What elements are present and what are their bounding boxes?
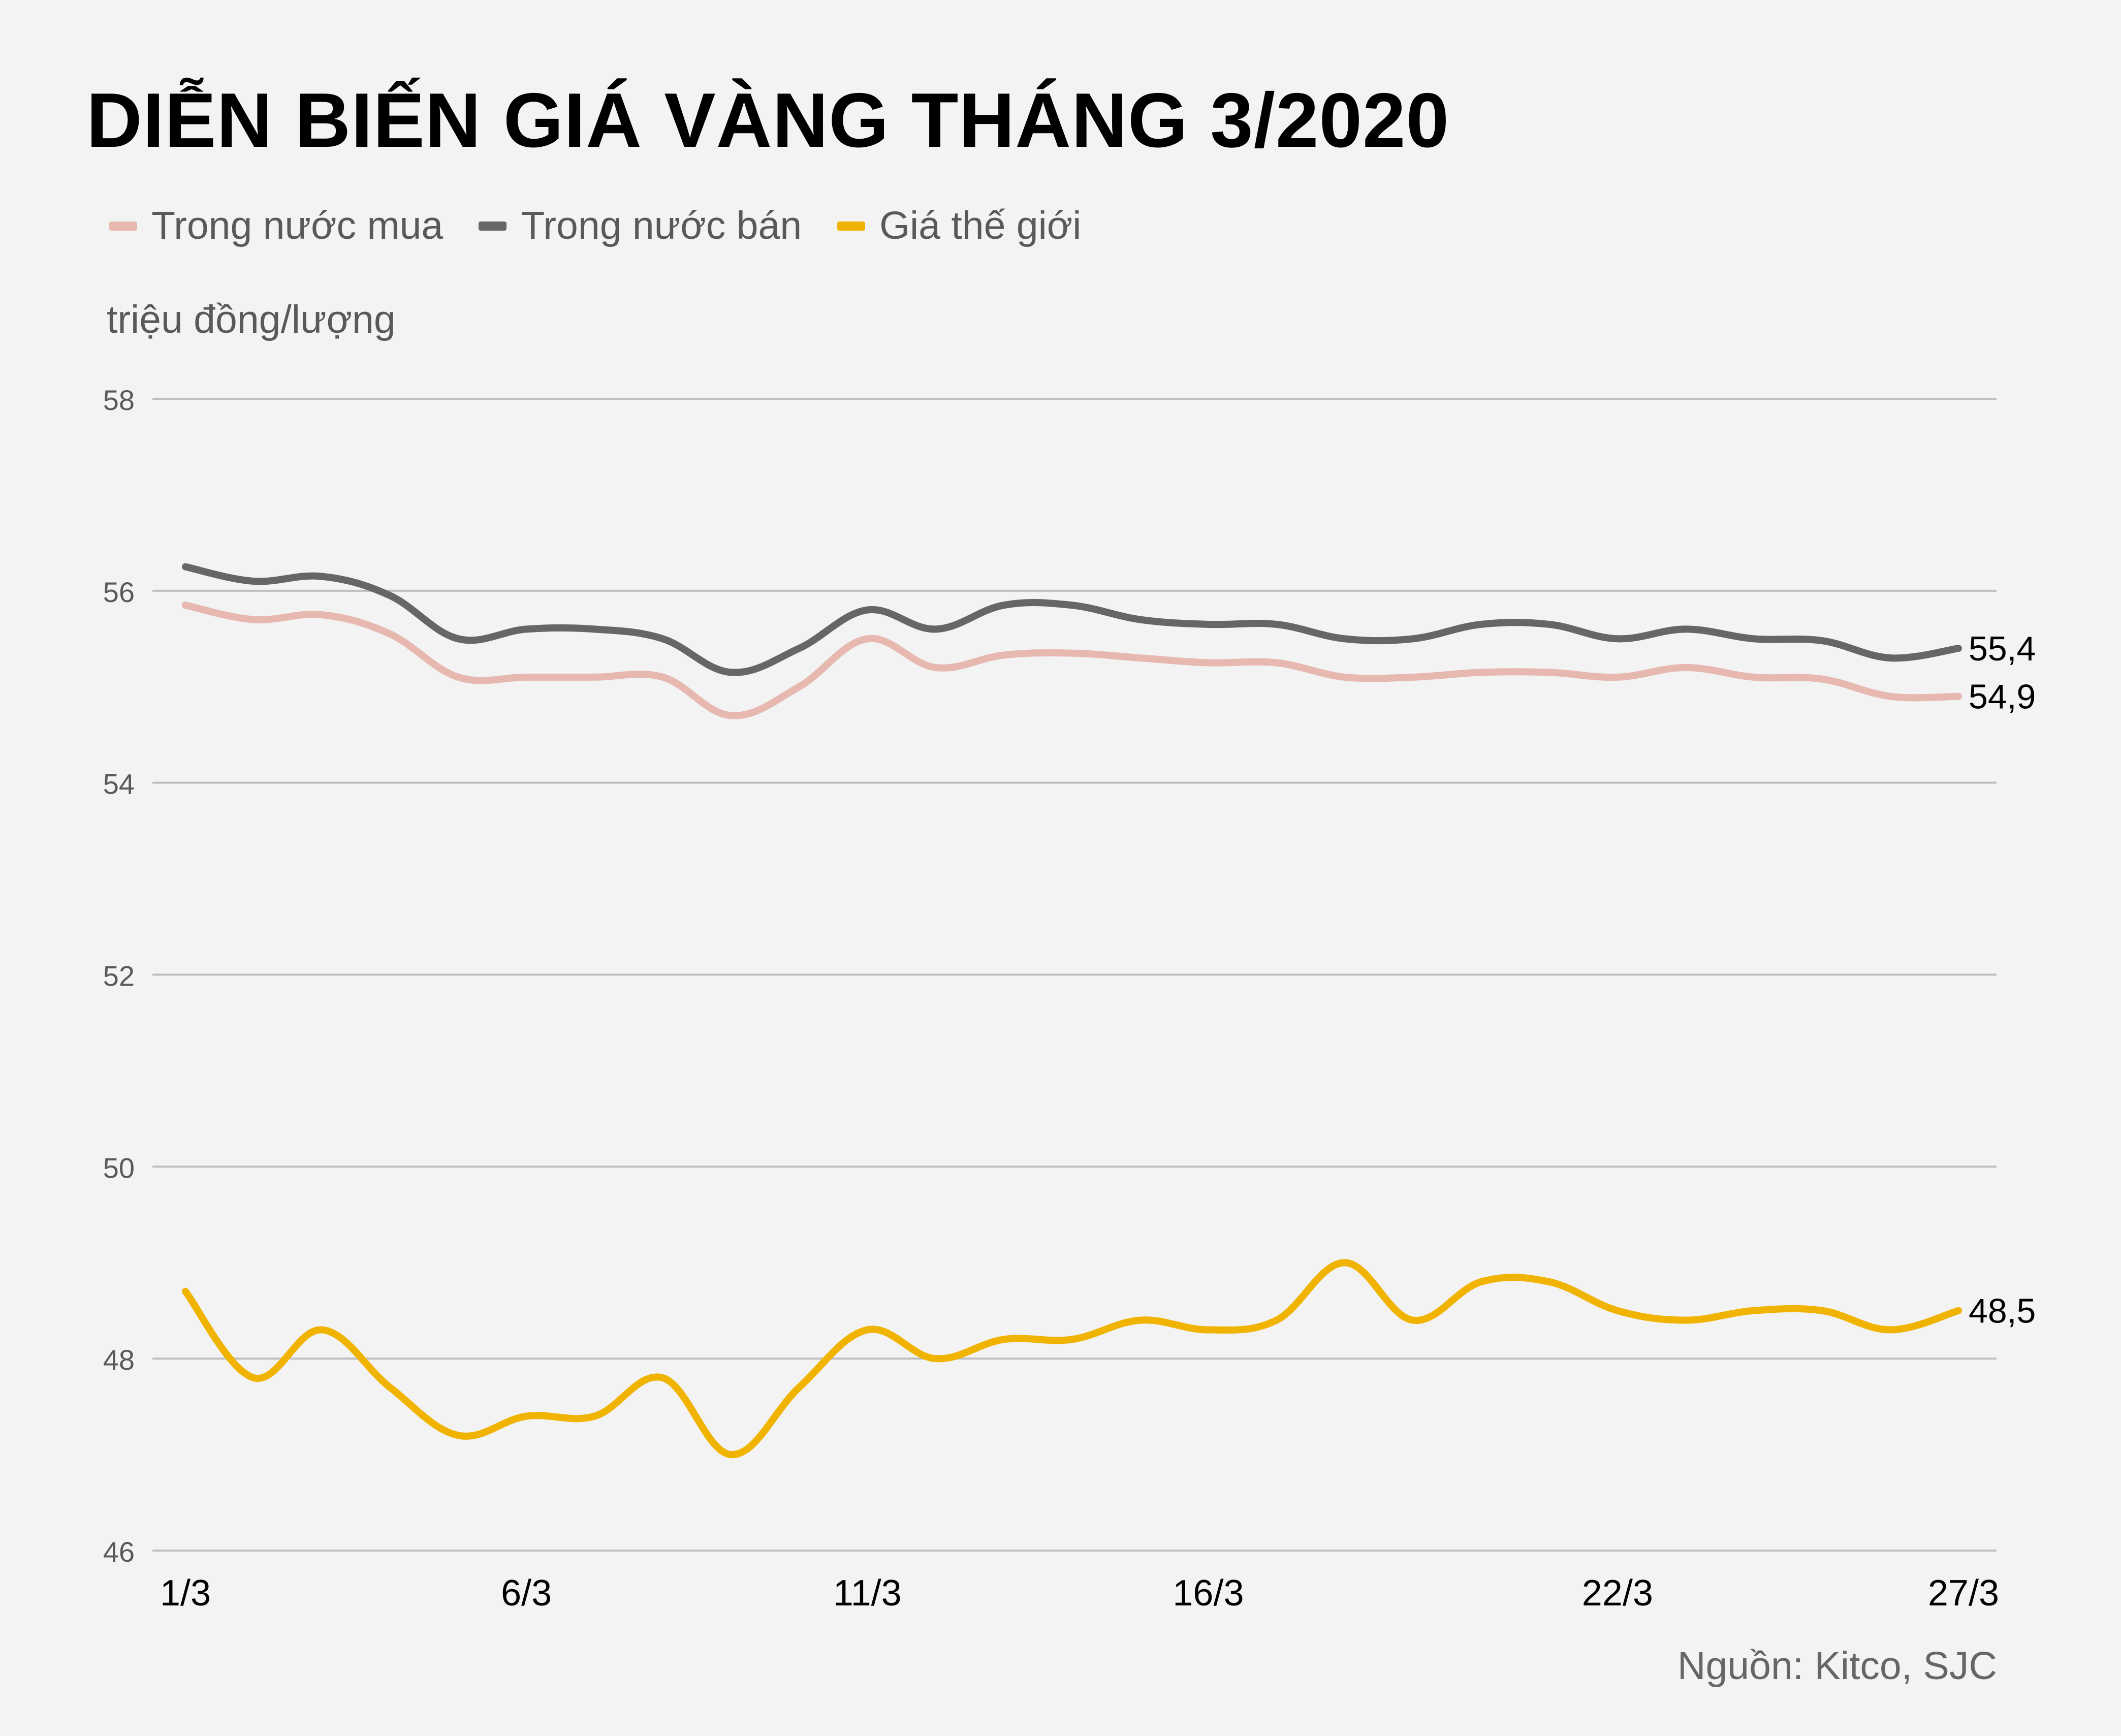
series-line-gia-the-gioi	[182, 1259, 1962, 1459]
x-tick-label-16-3: 16/3	[1173, 1573, 1244, 1614]
legend-item-trong-nuoc-mua: Trong nước mua	[109, 203, 443, 248]
chart-title: DIỄN BIẾN GIÁ VÀNG THÁNG 3/2020	[86, 77, 1450, 164]
legend-label-trong-nuoc-ban: Trong nước bán	[521, 204, 802, 247]
y-tick-label-58: 58	[103, 384, 135, 416]
x-tick-label-1-3: 1/3	[160, 1573, 211, 1614]
x-tick-label-11-3: 11/3	[833, 1573, 902, 1614]
y-tick-label-50: 50	[103, 1152, 135, 1184]
source-note: Nguồn: Kitco, SJC	[1677, 1644, 1997, 1688]
end-label-gia-the-gioi: 48,5	[1969, 1292, 2036, 1331]
end-label-trong-nuoc-mua: 54,9	[1969, 678, 2036, 716]
y-tick-label-46: 46	[103, 1536, 135, 1568]
x-tick-label-22-3: 22/3	[1582, 1573, 1653, 1614]
series-line-trong-nuoc-mua	[182, 602, 1962, 719]
x-tick-label-27-3: 27/3	[1928, 1573, 1999, 1614]
legend-label-gia-the-gioi: Giá thế giới	[879, 204, 1082, 247]
y-axis-unit-label: triệu đồng/lượng	[107, 298, 396, 341]
y-tick-label-56: 56	[103, 576, 135, 608]
legend-swatch-trong-nuoc-mua	[109, 221, 137, 231]
y-tick-label-52: 52	[103, 960, 135, 992]
legend-swatch-gia-the-gioi	[837, 221, 866, 231]
x-tick-label-6-3: 6/3	[501, 1573, 552, 1614]
y-tick-label-48: 48	[103, 1344, 135, 1376]
legend-item-gia-the-gioi: Giá thế giới	[837, 203, 1081, 248]
legend-label-trong-nuoc-mua: Trong nước mua	[151, 204, 444, 247]
legend-item-trong-nuoc-ban: Trong nước bán	[479, 203, 802, 248]
legend-swatch-trong-nuoc-ban	[479, 221, 507, 231]
y-tick-label-54: 54	[103, 768, 135, 800]
end-label-trong-nuoc-ban: 55,4	[1969, 629, 2036, 668]
legend: Trong nước mua Trong nước bán Giá thế gi…	[109, 203, 1081, 248]
series-line-trong-nuoc-ban	[182, 563, 1962, 676]
